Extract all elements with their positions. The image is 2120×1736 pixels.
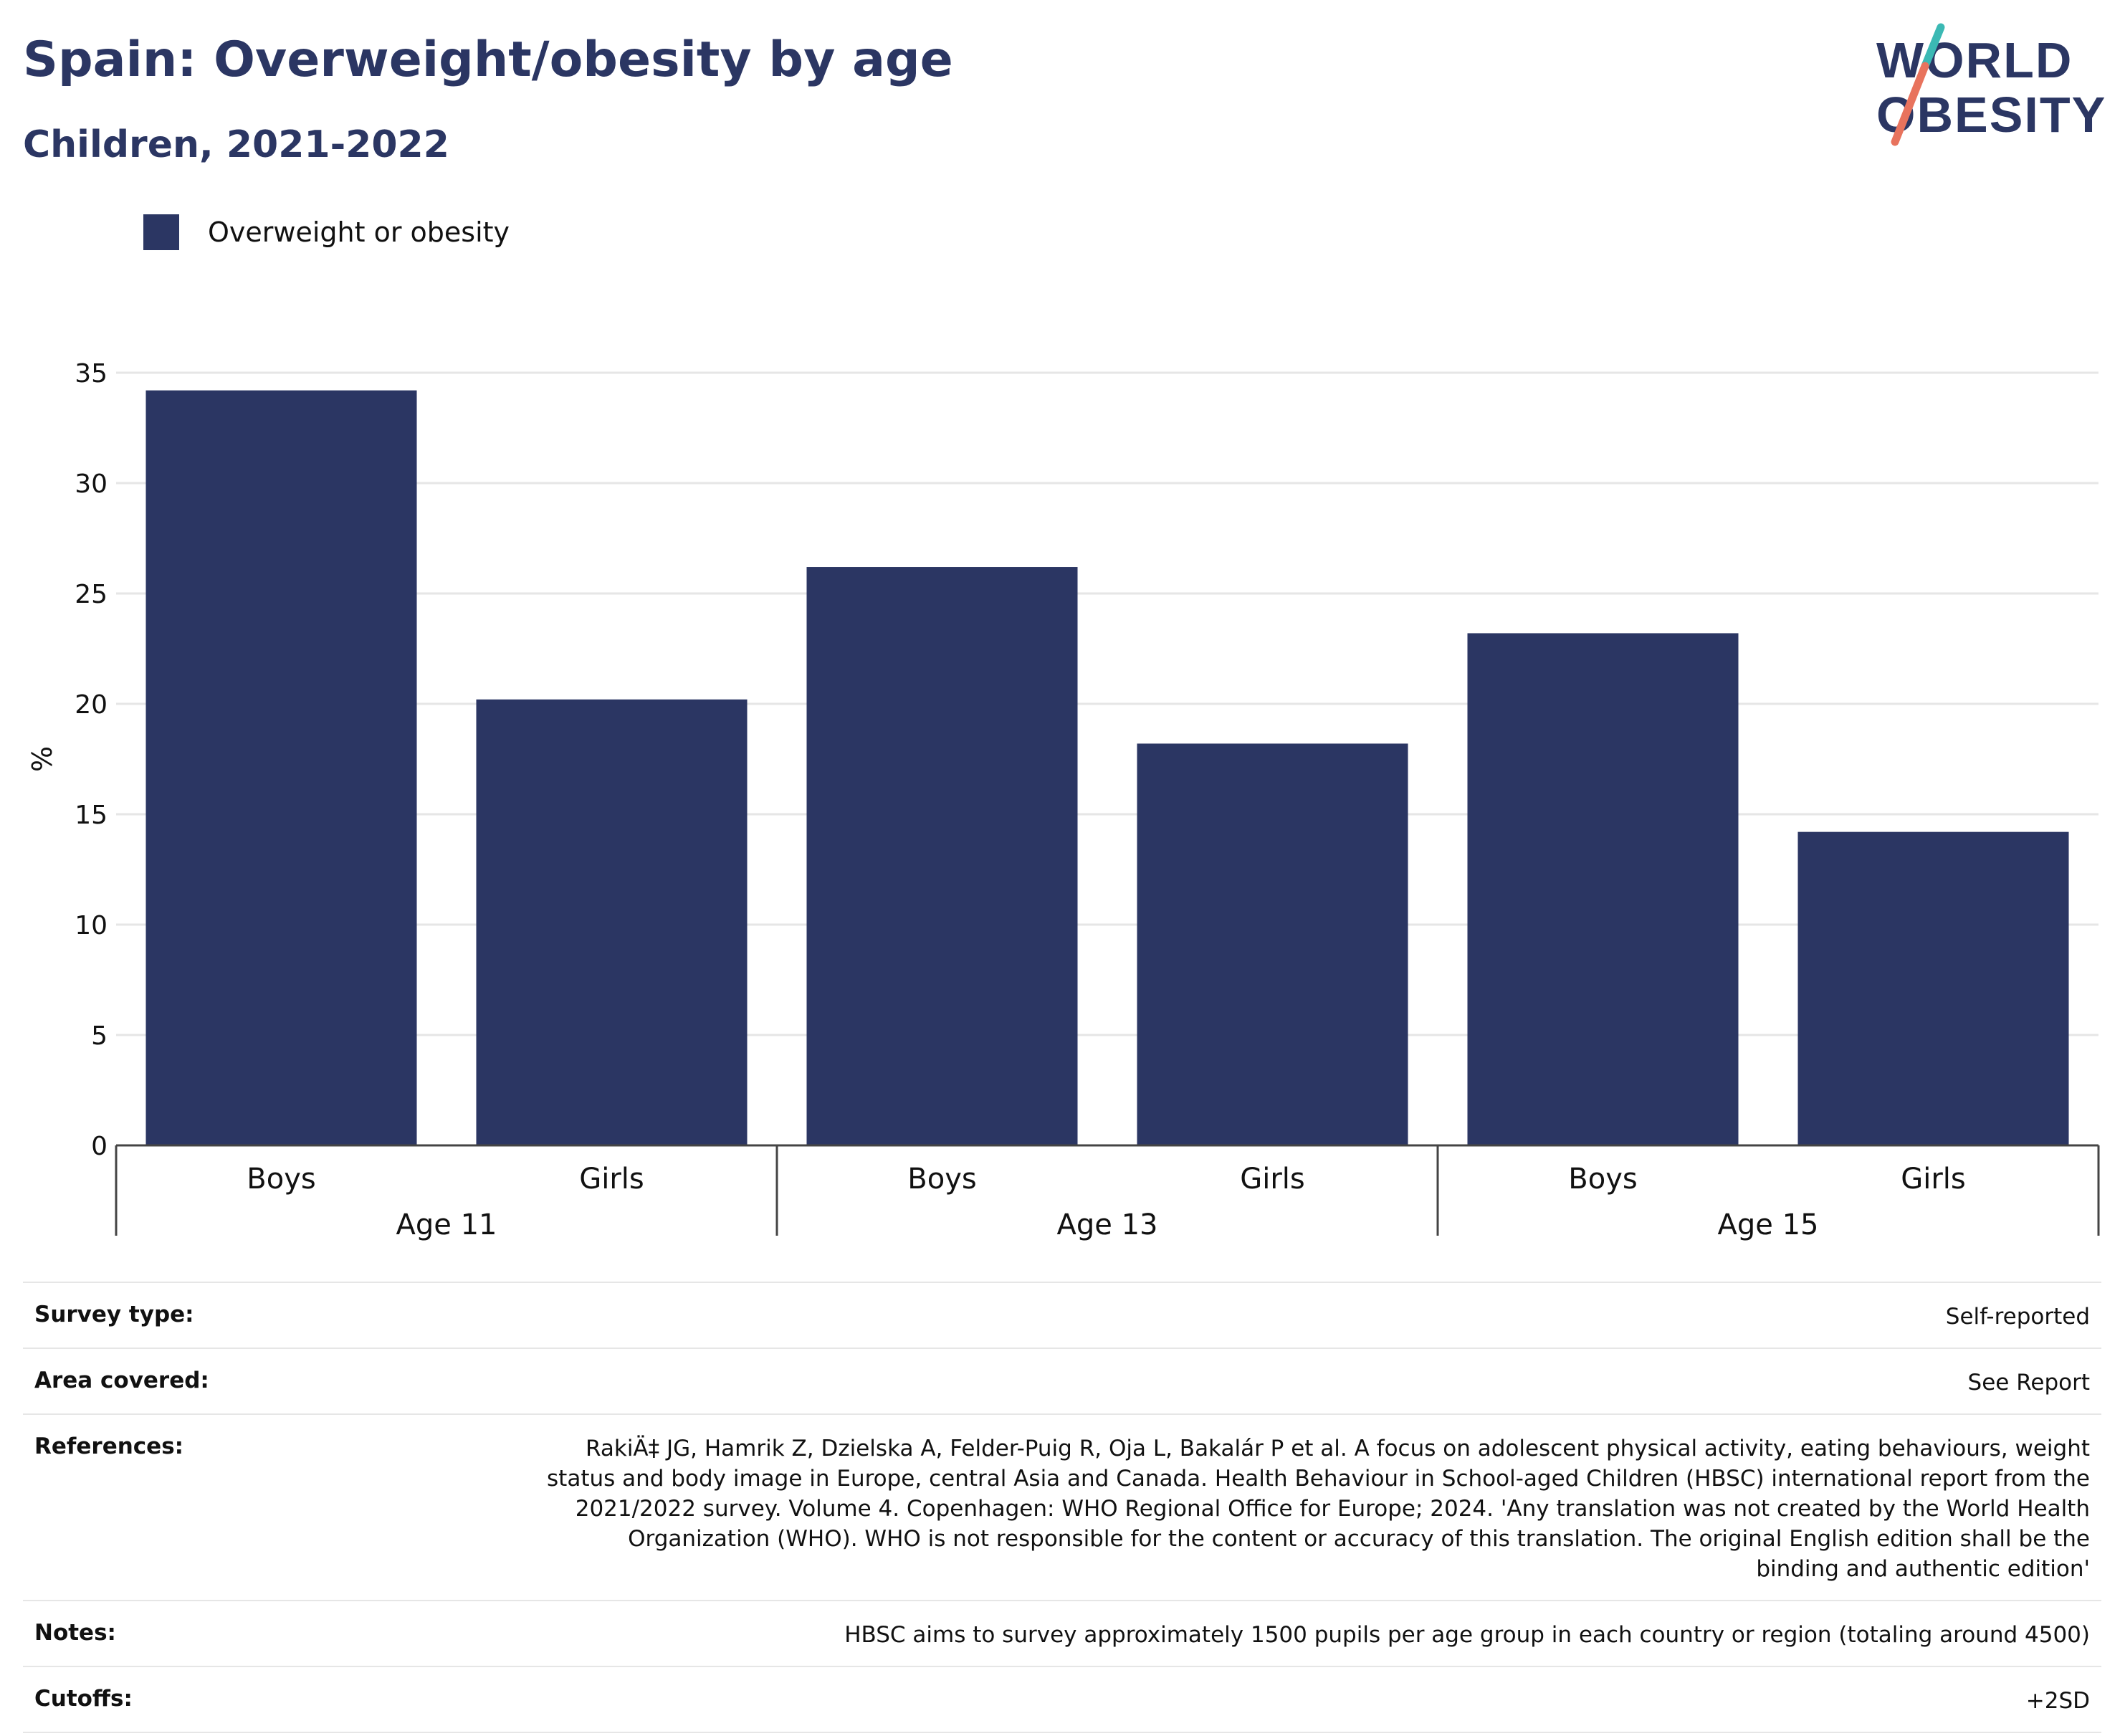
metadata-row: References: RakiÄ‡ JG, Hamrik Z, Dzielska…: [23, 1413, 2101, 1600]
legend: Overweight or obesity: [143, 212, 510, 252]
legend-label: Overweight or obesity: [208, 216, 510, 248]
metadata-value: +2SD: [2025, 1688, 2090, 1714]
metadata-key: Notes:: [34, 1620, 116, 1646]
x-group-label: Age 15: [1718, 1208, 1819, 1241]
y-tick-label: 5: [91, 1021, 108, 1051]
metadata-key: Survey type:: [34, 1302, 194, 1327]
bar: [1137, 743, 1408, 1145]
x-tick-label: Boys: [907, 1163, 976, 1196]
y-tick-label: 0: [91, 1132, 108, 1161]
bar: [476, 699, 748, 1145]
metadata-key: Cutoffs:: [34, 1686, 133, 1712]
bar: [145, 390, 417, 1145]
metadata-value: RakiÄ‡ JG, Hamrik Z, Dzielska A, Felder-…: [547, 1436, 2090, 1582]
y-tick-label: 35: [75, 359, 108, 388]
metadata-row: Cutoffs: +2SD: [23, 1666, 2101, 1733]
chart-subtitle: Children, 2021-2022: [23, 123, 449, 166]
y-tick-label: 10: [75, 911, 108, 940]
x-group-label: Age 11: [396, 1208, 497, 1241]
metadata-table: Survey type: Self-reported Area covered: Se…: [23, 1282, 2101, 1733]
metadata-key: References:: [34, 1434, 184, 1459]
bar-chart: 0 5 10 15 20 25 30 35% Boys Girls Age 11 Boys Girls A…: [27, 359, 2100, 1241]
y-tick-label: 15: [75, 801, 108, 830]
y-axis-label: %: [27, 746, 58, 772]
metadata-row: Survey type: Self-reported: [23, 1282, 2101, 1348]
x-tick-label: Boys: [1568, 1163, 1637, 1196]
bar: [1797, 831, 2069, 1145]
x-tick-label: Boys: [247, 1163, 315, 1196]
bar: [806, 567, 1078, 1145]
metadata-key: Area covered:: [34, 1368, 209, 1393]
x-tick-label: Girls: [1901, 1163, 1966, 1196]
bar: [1467, 633, 1739, 1145]
metadata-value: Self-reported: [1945, 1304, 2090, 1330]
logo-slash-coral: [1891, 62, 1929, 146]
logo-word-world: WORLD: [1876, 32, 2073, 88]
metadata-row: Notes: HBSC aims to survey approximately …: [23, 1600, 2101, 1666]
logo-slash-teal: [1921, 23, 1945, 70]
legend-swatch: [143, 214, 179, 250]
x-tick-label: Girls: [579, 1163, 644, 1196]
chart-title: Spain: Overweight/obesity by age: [23, 32, 953, 88]
y-tick-label: 25: [75, 580, 108, 609]
x-group-label: Age 13: [1057, 1208, 1158, 1241]
world-obesity-logo: WORLD OBESITY: [1876, 23, 2105, 146]
metadata-value: See Report: [1967, 1370, 2090, 1396]
y-tick-label: 30: [75, 469, 108, 499]
x-tick-label: Girls: [1240, 1163, 1305, 1196]
y-tick-label: 20: [75, 690, 108, 720]
metadata-row: Area covered: See Report: [23, 1348, 2101, 1413]
metadata-value: HBSC aims to survey approximately 1500 p…: [844, 1622, 2090, 1648]
